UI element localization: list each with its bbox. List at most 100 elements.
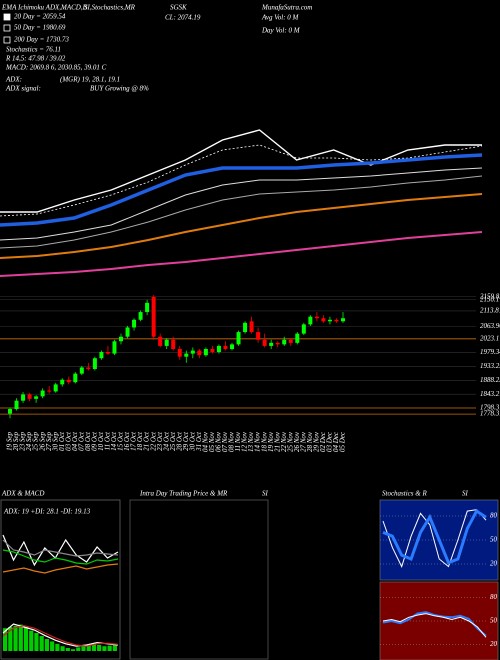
x-tick-label: 26 Sep bbox=[38, 432, 46, 451]
macd-bar bbox=[91, 643, 97, 651]
panel-title: Intra Day Trading Price & MR bbox=[139, 490, 228, 498]
y-tick-label: 50 bbox=[490, 536, 498, 544]
x-tick-label: 23 Oct bbox=[156, 431, 164, 451]
candle-body bbox=[243, 322, 248, 333]
panel-subtitle: SI bbox=[462, 490, 469, 498]
x-tick-label: 09 Oct bbox=[90, 431, 98, 451]
macd-bar bbox=[3, 628, 8, 651]
panel-subtitle: SI bbox=[262, 490, 269, 498]
annotation: MACD: 2069.8 6, 2030.85, 39.01 C bbox=[5, 64, 107, 72]
macd-bar bbox=[39, 636, 44, 651]
candle-body bbox=[249, 321, 254, 333]
annotation: CL: 2074.19 bbox=[165, 14, 201, 22]
macd-bar bbox=[97, 645, 102, 651]
macd-bar bbox=[13, 625, 18, 651]
macd-bar bbox=[29, 630, 34, 651]
x-tick-label: 08 Oct bbox=[84, 431, 92, 451]
x-tick-label: 07 Nov bbox=[221, 431, 229, 452]
candle-body bbox=[105, 352, 110, 354]
candle-body bbox=[73, 373, 78, 383]
x-tick-label: 17 Oct bbox=[130, 431, 138, 451]
x-tick-label: 23 Sep bbox=[19, 432, 27, 451]
x-tick-label: 15 Oct bbox=[117, 431, 125, 451]
price-line bbox=[0, 167, 483, 241]
candle-body bbox=[60, 379, 65, 385]
candle-body bbox=[125, 327, 130, 337]
annotation: ADX signal: bbox=[5, 85, 41, 93]
candle-body bbox=[288, 339, 293, 343]
annotation: R 14,5: 47.98 / 39.02 bbox=[5, 55, 66, 63]
y-tick-label: 2159.82 bbox=[480, 292, 500, 300]
candle-body bbox=[197, 350, 202, 356]
macd-bar bbox=[50, 641, 55, 651]
x-tick-label: 11 Oct bbox=[104, 431, 112, 450]
x-tick-label: 24 Sep bbox=[25, 432, 33, 451]
macd-bar bbox=[70, 649, 76, 651]
price-line bbox=[0, 175, 483, 249]
macd-bar bbox=[112, 645, 117, 651]
adx-line bbox=[2, 549, 119, 565]
x-tick-label: 20 Sep bbox=[12, 432, 20, 451]
candle-body bbox=[190, 350, 195, 354]
annotation: Day Vol: 0 M bbox=[261, 27, 301, 35]
x-tick-label: 29 Nov bbox=[312, 431, 320, 452]
x-tick-label: 13 Nov bbox=[247, 431, 255, 452]
y-tick-label: 2063.96 bbox=[480, 322, 500, 330]
y-tick-label: 1888.23 bbox=[480, 376, 500, 384]
x-tick-label: 28 Nov bbox=[306, 431, 314, 452]
annotation: (MGR) 19, 28.1, 19.1 bbox=[60, 76, 120, 84]
x-tick-label: 22 Oct bbox=[149, 431, 157, 451]
x-tick-label: 26 Nov bbox=[293, 431, 301, 452]
candle-body bbox=[119, 336, 123, 342]
x-tick-label: 27 Nov bbox=[299, 431, 307, 452]
macd-bar bbox=[23, 627, 29, 651]
y-tick-label: 1798.31 bbox=[480, 404, 500, 412]
x-tick-label: 24 Oct bbox=[162, 431, 170, 451]
x-tick-label: 18 Oct bbox=[136, 431, 144, 451]
x-tick-label: 31 Oct bbox=[195, 431, 203, 452]
x-tick-label: 02 Dec bbox=[319, 431, 327, 452]
x-tick-label: 28 Oct bbox=[175, 431, 183, 451]
macd-bar bbox=[8, 627, 13, 651]
y-tick-label: 1933.25 bbox=[480, 362, 500, 370]
x-tick-label: 25 Oct bbox=[169, 431, 177, 451]
adx-line bbox=[2, 539, 119, 557]
x-tick-label: 27 Sep bbox=[45, 432, 53, 451]
y-tick-label: 2150.1 bbox=[480, 295, 499, 303]
candle-body bbox=[262, 339, 267, 346]
candle-body bbox=[177, 349, 182, 357]
x-tick-label: 04 Nov bbox=[201, 431, 209, 452]
y-tick-label: 20 bbox=[490, 640, 498, 648]
x-tick-label: 07 Oct bbox=[77, 431, 85, 451]
candle-body bbox=[301, 324, 306, 334]
y-tick-label: 50 bbox=[490, 617, 498, 625]
x-tick-label: 25 Sep bbox=[32, 432, 40, 451]
x-tick-label: 08 Nov bbox=[228, 431, 236, 452]
panel bbox=[129, 499, 269, 660]
macd-bar bbox=[76, 647, 81, 651]
y-tick-label: 1843.27 bbox=[480, 390, 500, 398]
x-tick-label: 06 Nov bbox=[215, 431, 223, 452]
annotation: 200 Day = 1730.73 bbox=[14, 36, 69, 44]
candle-body bbox=[132, 319, 137, 328]
x-tick-label: 19 Sep bbox=[6, 432, 14, 451]
y-tick-label: 1979.34 bbox=[480, 348, 500, 356]
indicator-line bbox=[382, 613, 487, 638]
candle-body bbox=[21, 394, 26, 401]
x-tick-label: 14 Nov bbox=[254, 431, 262, 452]
indicator-line bbox=[382, 508, 487, 565]
candle-body bbox=[327, 319, 332, 322]
candle-body bbox=[164, 339, 169, 346]
candle-body bbox=[184, 353, 189, 357]
y-tick-label: 80 bbox=[490, 593, 498, 601]
candle-body bbox=[275, 342, 280, 345]
macd-bar bbox=[18, 624, 23, 651]
annotation: Stochastics = 76.11 bbox=[6, 46, 61, 54]
candle-body bbox=[308, 316, 313, 325]
candle-body bbox=[86, 367, 91, 369]
candle-body bbox=[256, 332, 261, 340]
candle-body bbox=[138, 312, 143, 320]
candle-body bbox=[216, 345, 221, 353]
candle-body bbox=[47, 390, 52, 392]
